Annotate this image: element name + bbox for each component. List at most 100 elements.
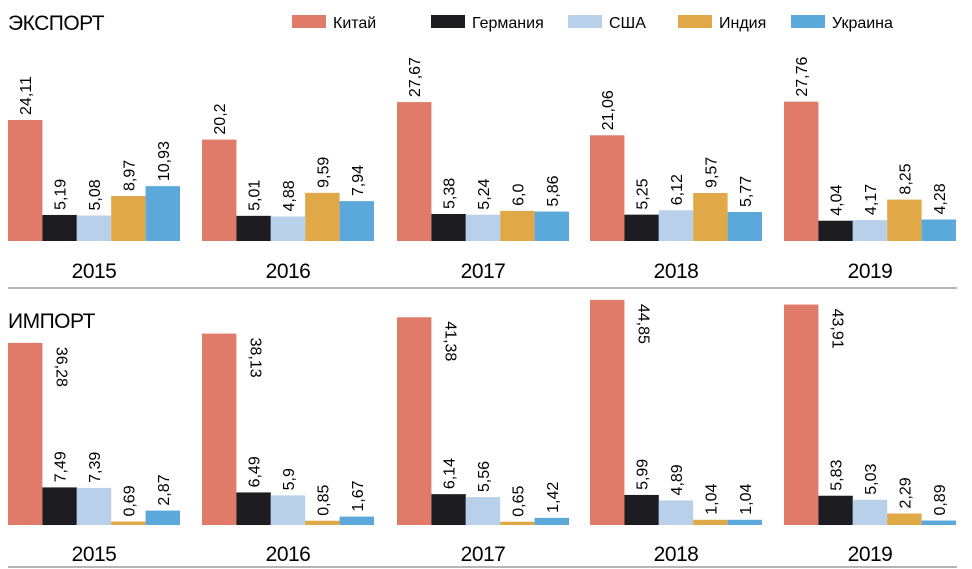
bar-экспорт-2015-1 xyxy=(42,214,77,241)
bar-экспорт-2018-1 xyxy=(624,214,659,241)
year-group-2015: 24,11 5,19 5,08 8,97 10,93 2015 xyxy=(8,76,180,283)
legend-label: США xyxy=(609,15,646,32)
year-group-2018: 21,06 5,25 6,12 9,57 5,77 2018 xyxy=(590,90,762,283)
value-label: 0,69 xyxy=(121,485,138,516)
bar-импорт-2017-3 xyxy=(500,521,535,525)
value-label: 5,25 xyxy=(635,178,652,209)
bar-импорт-2019-1 xyxy=(818,495,853,525)
value-label: 5,19 xyxy=(53,179,70,210)
bar-импорт-2019-2 xyxy=(852,499,888,525)
export-title: ЭКСПОРТ xyxy=(8,12,105,35)
bar-экспорт-2015-2 xyxy=(76,215,112,241)
value-label: 38,13 xyxy=(246,338,263,378)
value-label: 5,56 xyxy=(476,461,493,492)
bar-экспорт-2016-4 xyxy=(339,201,374,241)
legend-label: Германия xyxy=(472,15,544,32)
year-group-2018: 44,85 5,99 4,89 1,04 1,04 2018 xyxy=(590,299,762,566)
value-label: 6,0 xyxy=(510,184,527,206)
value-label: 5,38 xyxy=(442,178,459,209)
value-label: 20,2 xyxy=(212,103,229,134)
value-label: 5,86 xyxy=(545,175,562,206)
bar-импорт-2019-0 xyxy=(784,304,819,525)
bar-импорт-2015-1 xyxy=(42,487,77,525)
value-label: 7,94 xyxy=(350,165,367,196)
bar-экспорт-2019-3 xyxy=(887,199,922,241)
year-label: 2018 xyxy=(654,543,699,566)
year-label: 2015 xyxy=(72,260,117,283)
legend-swatch xyxy=(678,15,712,28)
legend-item: Украина xyxy=(791,15,893,32)
bar-экспорт-2017-1 xyxy=(431,213,466,241)
bar-импорт-2016-4 xyxy=(339,516,374,525)
bar-экспорт-2018-3 xyxy=(693,192,728,241)
year-group-2015: 36,28 7,49 7,39 0,69 2,87 2015 xyxy=(8,342,180,566)
value-label: 43,91 xyxy=(828,309,845,349)
legend: Китай Германия США Индия Украина xyxy=(292,15,893,32)
bar-экспорт-2018-0 xyxy=(590,135,625,241)
bar-импорт-2016-2 xyxy=(270,495,306,525)
import-panel: 36,28 7,49 7,39 0,69 2,87 2015 38,13 6,49 5,9 0,8… xyxy=(8,299,956,566)
value-label: 24,11 xyxy=(18,76,35,115)
value-label: 5,83 xyxy=(829,459,846,490)
value-label: 5,77 xyxy=(738,176,755,207)
value-label: 6,49 xyxy=(247,456,264,487)
value-label: 0,85 xyxy=(315,484,332,515)
year-group-2016: 20,2 5,01 4,88 9,59 7,94 2016 xyxy=(202,103,374,283)
bar-импорт-2018-2 xyxy=(658,500,694,525)
bar-импорт-2016-0 xyxy=(202,333,237,525)
value-label: 10,93 xyxy=(156,141,173,181)
bar-экспорт-2016-3 xyxy=(305,192,340,241)
value-label: 5,99 xyxy=(635,459,652,490)
legend-item: Индия xyxy=(678,15,766,32)
bar-импорт-2018-1 xyxy=(624,494,659,525)
value-label: 6,14 xyxy=(442,458,459,489)
legend-label: Индия xyxy=(719,15,766,32)
bar-экспорт-2019-0 xyxy=(784,101,819,241)
legend-label: Украина xyxy=(832,15,893,32)
value-label: 5,08 xyxy=(87,179,104,210)
bar-импорт-2017-2 xyxy=(465,497,501,525)
value-label: 0,89 xyxy=(932,484,949,515)
value-label: 1,42 xyxy=(545,482,562,513)
bar-экспорт-2017-2 xyxy=(465,214,501,241)
bar-импорт-2018-0 xyxy=(590,299,625,525)
bar-экспорт-2016-2 xyxy=(270,216,306,241)
bar-импорт-2015-3 xyxy=(111,521,146,525)
value-label: 9,59 xyxy=(315,157,332,188)
bar-экспорт-2016-1 xyxy=(236,215,271,241)
bar-экспорт-2016-0 xyxy=(202,139,237,241)
value-label: 4,04 xyxy=(829,184,846,215)
value-label: 4,89 xyxy=(669,464,686,495)
bar-импорт-2019-3 xyxy=(887,513,922,525)
value-label: 44,85 xyxy=(634,304,651,344)
year-label: 2018 xyxy=(654,260,699,283)
value-label: 5,01 xyxy=(247,180,264,211)
bar-импорт-2017-0 xyxy=(397,317,432,525)
year-group-2019: 43,91 5,83 5,03 2,29 0,89 2019 xyxy=(784,304,956,566)
value-label: 8,97 xyxy=(121,160,138,191)
value-label: 0,65 xyxy=(510,485,527,516)
legend-item: США xyxy=(568,15,646,32)
bar-экспорт-2017-3 xyxy=(500,210,535,241)
bar-импорт-2018-4 xyxy=(727,519,762,525)
legend-swatch xyxy=(568,15,602,28)
value-label: 2,29 xyxy=(897,477,914,508)
value-label: 27,67 xyxy=(407,57,424,97)
bar-импорт-2017-4 xyxy=(534,517,569,525)
value-label: 41,38 xyxy=(441,321,458,361)
bar-импорт-2015-0 xyxy=(8,342,43,525)
value-label: 1,04 xyxy=(703,484,720,515)
import-title: ИМПОРТ xyxy=(8,310,96,333)
bar-импорт-2018-3 xyxy=(693,519,728,525)
value-label: 5,9 xyxy=(281,468,298,490)
bar-импорт-2019-4 xyxy=(921,520,956,525)
year-label: 2015 xyxy=(72,543,117,566)
year-group-2019: 27,76 4,04 4,17 8,25 4,28 2019 xyxy=(784,57,956,283)
value-label: 4,28 xyxy=(932,183,949,214)
value-label: 7,39 xyxy=(87,452,104,483)
bar-экспорт-2017-0 xyxy=(397,102,432,241)
value-label: 4,88 xyxy=(281,180,298,211)
value-label: 6,12 xyxy=(669,174,686,205)
value-label: 8,25 xyxy=(897,163,914,194)
bar-экспорт-2019-4 xyxy=(921,219,956,241)
